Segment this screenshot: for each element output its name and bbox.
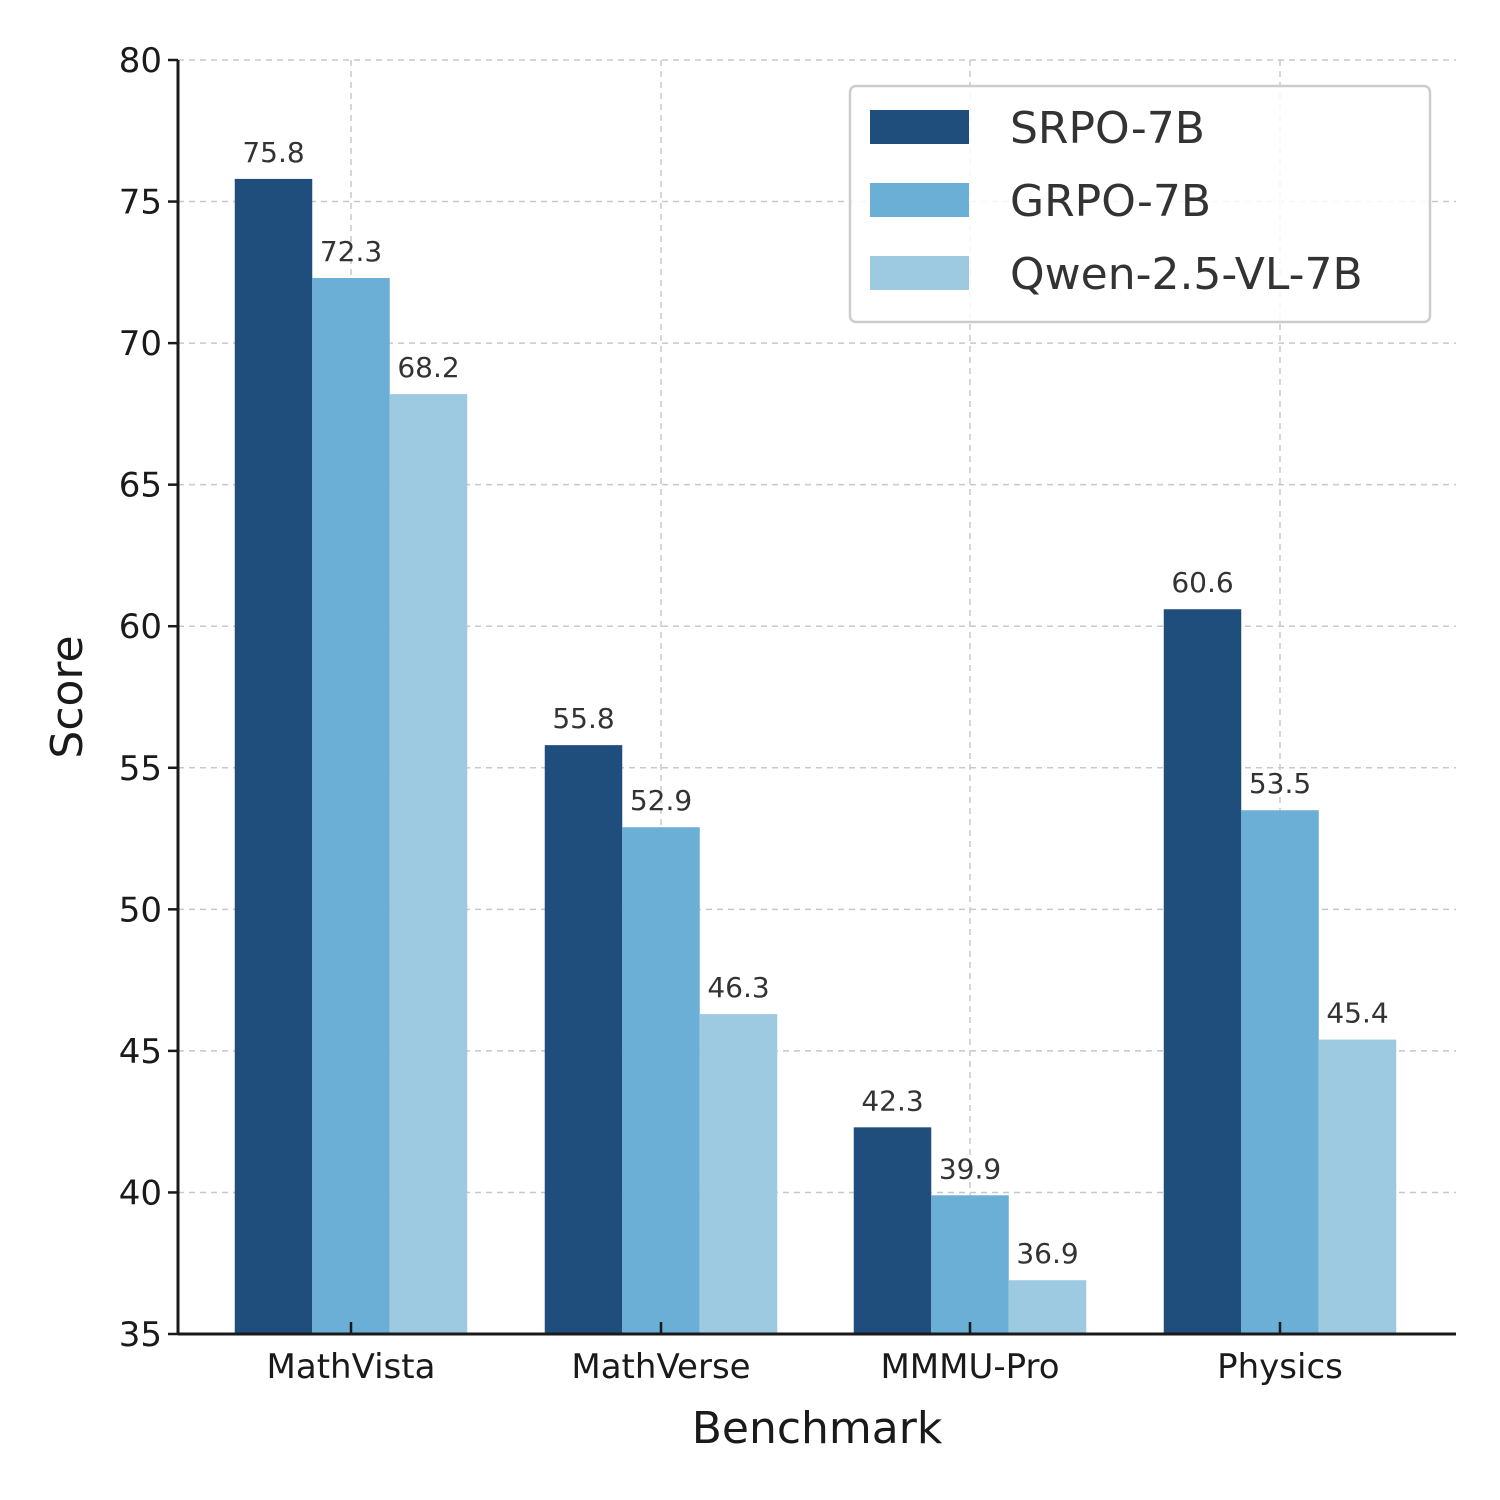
legend-swatch	[870, 183, 969, 217]
y-tick-label: 80	[119, 41, 162, 81]
data-label: 39.9	[939, 1152, 1001, 1185]
data-label: 53.5	[1249, 767, 1311, 800]
bar-qwen-2-5-vl-7b-physics	[1318, 1039, 1397, 1334]
bar-grpo-7b-physics	[1241, 810, 1319, 1334]
y-tick-label: 75	[119, 183, 162, 223]
y-tick-label: 35	[119, 1315, 162, 1355]
y-tick-label: 50	[119, 890, 162, 930]
y-tick-label: 60	[119, 607, 162, 647]
legend-frame	[848, 84, 1432, 324]
bar-srpo-7b-mathverse	[544, 745, 623, 1334]
y-tick-label: 45	[119, 1032, 162, 1072]
data-label: 60.6	[1171, 566, 1233, 599]
legend-label: SRPO-7B	[1010, 103, 1205, 154]
bars-group	[234, 178, 1397, 1335]
bar-qwen-2-5-vl-7b-mathverse	[699, 1014, 778, 1334]
legend-swatch	[870, 256, 969, 290]
data-label: 75.8	[242, 136, 304, 169]
data-label: 68.2	[397, 351, 459, 384]
bar-grpo-7b-mathvista	[312, 277, 390, 1334]
data-label: 46.3	[707, 971, 769, 1004]
y-ticks-group: 35 40 45 50 55 60 65 70 75 80	[119, 41, 178, 1355]
legend-label: Qwen-2.5-VL-7B	[1010, 249, 1363, 300]
x-tick-label: MathVista	[267, 1347, 436, 1387]
bar-grpo-7b-mathverse	[622, 827, 700, 1334]
x-tick-label: Physics	[1217, 1347, 1343, 1387]
data-label: 36.9	[1016, 1237, 1078, 1270]
x-ticks-group: MathVista MathVerse MMMU-Pro Physics	[267, 1322, 1343, 1387]
data-label: 45.4	[1326, 997, 1388, 1030]
y-tick-label: 65	[119, 466, 162, 506]
data-label: 72.3	[320, 235, 382, 268]
bar-grpo-7b-mmmu-pro	[931, 1195, 1009, 1334]
bar-srpo-7b-mathvista	[234, 178, 313, 1335]
axes-group	[176, 60, 1456, 1336]
x-tick-label: MathVerse	[571, 1347, 750, 1387]
legend-label: GRPO-7B	[1010, 176, 1211, 227]
x-tick-label: MMMU-Pro	[880, 1347, 1059, 1387]
bar-qwen-2-5-vl-7b-mmmu-pro	[1008, 1280, 1087, 1334]
data-label: 55.8	[552, 702, 614, 735]
y-tick-label: 40	[119, 1173, 162, 1213]
legend: SRPO-7B GRPO-7B Qwen-2.5-VL-7B	[848, 84, 1432, 324]
bar-srpo-7b-physics	[1163, 609, 1242, 1334]
x-axis-title: Benchmark	[692, 1403, 943, 1454]
y-axis-title: Score	[42, 635, 93, 758]
y-tick-label: 70	[119, 324, 162, 364]
bar-srpo-7b-mmmu-pro	[853, 1127, 932, 1334]
legend-swatch	[870, 110, 969, 144]
data-label: 52.9	[630, 784, 692, 817]
data-label: 42.3	[861, 1084, 923, 1117]
y-tick-label: 55	[119, 749, 162, 789]
data-labels-group: 75.8 55.8 42.3 60.6 72.3 52.9 39.9 53.5 68.2 46.3…	[242, 136, 1388, 1270]
bar-qwen-2-5-vl-7b-mathvista	[389, 394, 468, 1334]
